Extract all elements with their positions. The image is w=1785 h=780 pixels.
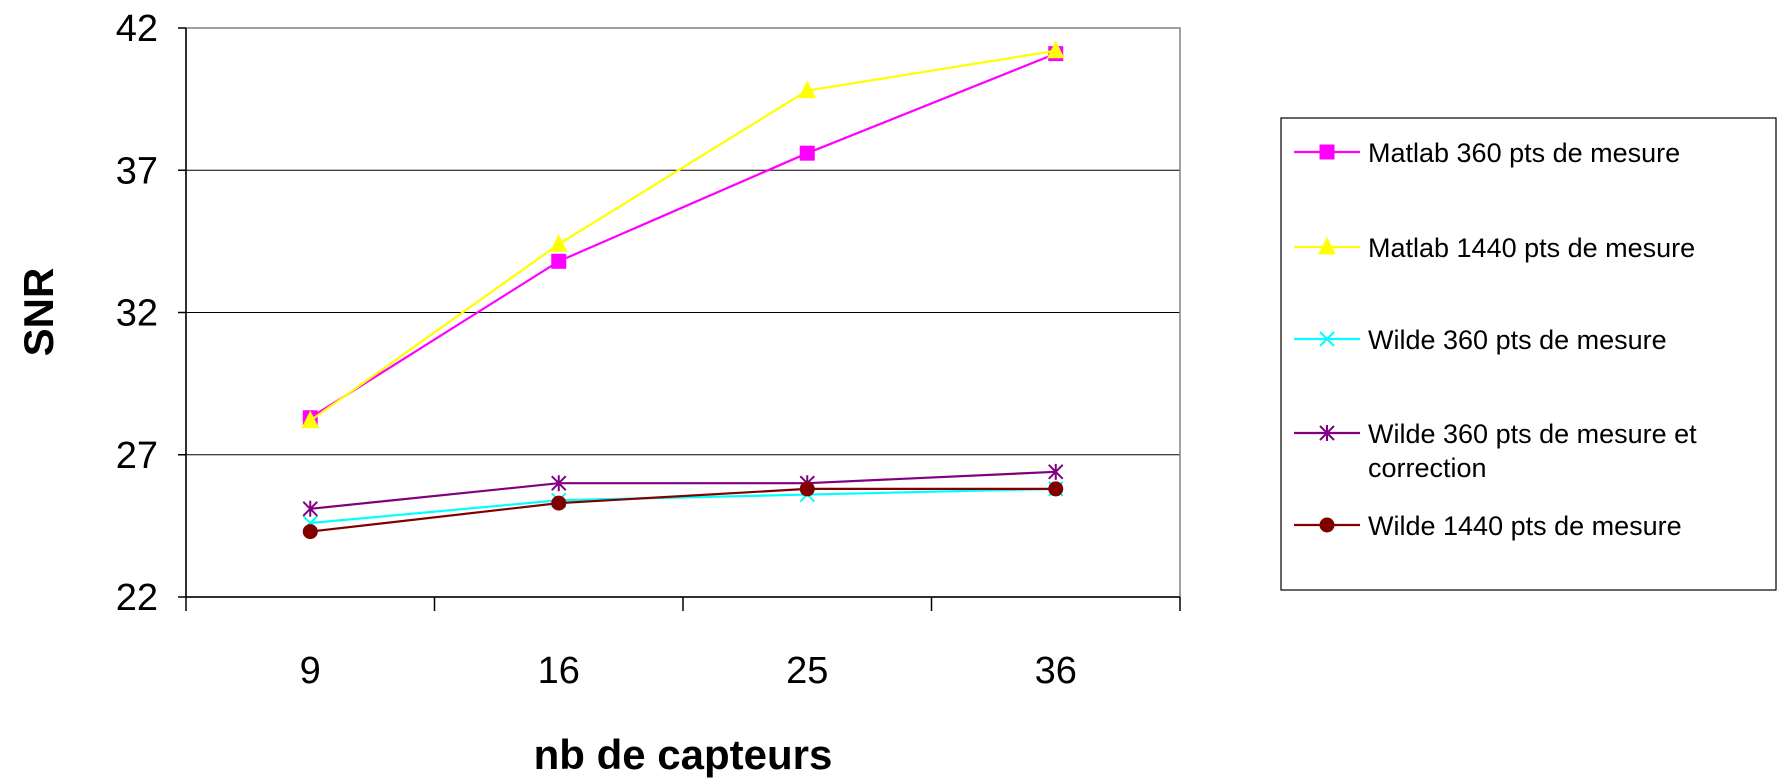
data-point — [1048, 481, 1064, 497]
legend-item-3: Wilde 360 pts de mesure — [1294, 325, 1667, 355]
data-point — [549, 234, 568, 252]
series-2 — [301, 40, 1065, 429]
legend-item-5: Wilde 1440 pts de mesure — [1294, 511, 1682, 541]
x-axis-title: nb de capteurs — [534, 731, 833, 778]
legend-marker — [1319, 144, 1335, 160]
series-1 — [302, 46, 1064, 426]
legend-marker — [1318, 236, 1336, 255]
series-line — [310, 487, 1056, 533]
legend-label: Wilde 360 pts de mesure et — [1368, 419, 1697, 449]
x-tick-label: 9 — [300, 650, 321, 692]
legend-item-1: Matlab 360 pts de mesure — [1294, 138, 1680, 168]
y-tick-label: 27 — [116, 435, 158, 477]
y-tick-label: 37 — [116, 150, 158, 192]
y-axis-title: SNR — [15, 268, 62, 357]
series-group — [301, 40, 1065, 540]
y-tick-label: 22 — [116, 577, 158, 619]
data-point — [551, 475, 567, 492]
data-point — [551, 495, 567, 511]
series-line — [310, 470, 1056, 510]
legend-marker — [1319, 517, 1335, 533]
y-tick-label: 42 — [116, 8, 158, 50]
legend-label: correction — [1368, 453, 1487, 483]
series-5 — [302, 481, 1064, 540]
legend-label: Matlab 360 pts de mesure — [1368, 138, 1680, 168]
x-tick-label: 16 — [538, 650, 580, 692]
data-point — [799, 481, 815, 497]
legend: Matlab 360 pts de mesure Matlab 1440 pts … — [1280, 117, 1777, 591]
series-line — [309, 49, 1056, 422]
data-point — [301, 410, 320, 429]
data-point — [302, 500, 318, 517]
y-axis-ticks: 22 27 32 37 42 — [116, 8, 186, 619]
x-tick-label: 36 — [1035, 650, 1077, 692]
x-tick-label: 25 — [786, 650, 828, 692]
legend-label: Wilde 1440 pts de mesure — [1368, 511, 1682, 541]
legend-item-2: Matlab 1440 pts de mesure — [1294, 233, 1695, 263]
y-tick-label: 32 — [116, 293, 158, 335]
series-line — [309, 52, 1057, 419]
legend-marker — [1319, 425, 1335, 441]
series-line — [310, 487, 1056, 525]
data-point — [798, 80, 817, 99]
data-point — [1046, 40, 1065, 59]
legend-marker — [1319, 331, 1335, 347]
gridlines — [186, 169, 1180, 456]
legend-item-4: Wilde 360 pts de mesure et correction — [1294, 419, 1697, 483]
x-axis-ticks: 9 16 25 36 — [185, 597, 1181, 692]
data-point — [1048, 463, 1064, 480]
data-point — [302, 524, 318, 540]
legend-box — [1280, 117, 1777, 591]
data-point — [799, 145, 815, 161]
data-point — [551, 253, 567, 269]
legend-label: Wilde 360 pts de mesure — [1368, 325, 1667, 355]
legend-label: Matlab 1440 pts de mesure — [1368, 233, 1695, 263]
